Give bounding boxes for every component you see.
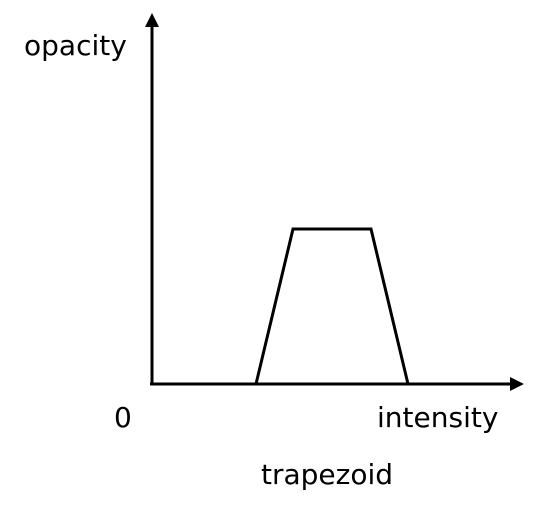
x-axis-label: intensity	[377, 401, 499, 434]
x-axis-arrowhead	[510, 377, 524, 391]
origin-label: 0	[114, 401, 132, 434]
y-axis-arrowhead	[145, 13, 159, 27]
y-axis-label: opacity	[24, 29, 127, 62]
diagram-caption: trapezoid	[261, 458, 394, 491]
trapezoid-curve	[254, 227, 410, 385]
